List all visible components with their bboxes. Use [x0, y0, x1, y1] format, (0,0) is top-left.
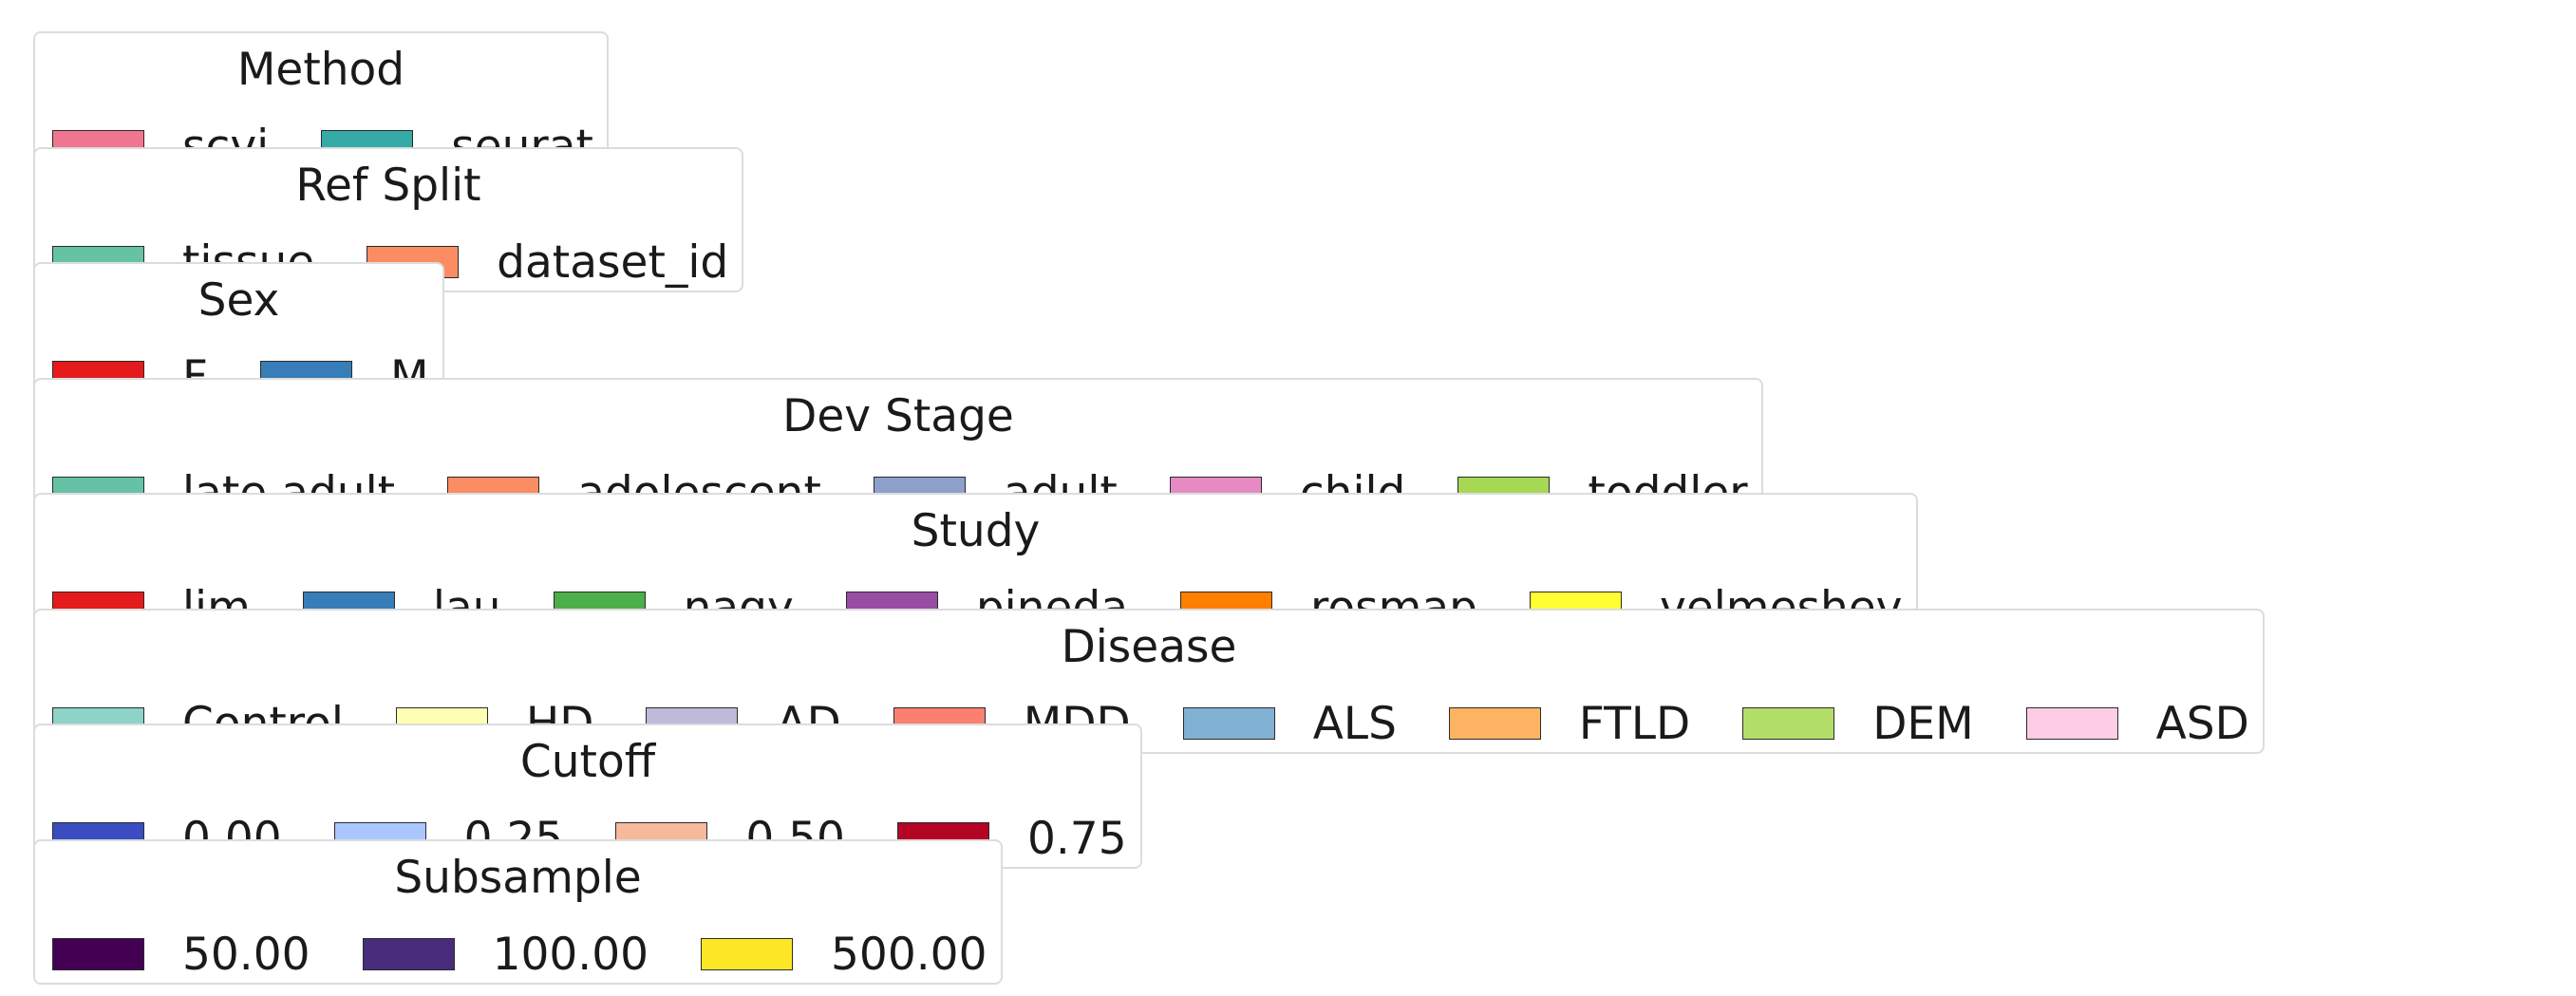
legend-entry-50-00: 50.00 — [52, 929, 310, 983]
legend-swatch — [362, 938, 455, 970]
legend-entry-dem: DEM — [1742, 698, 1974, 752]
legend-label: dataset_id — [497, 236, 729, 289]
legend-label: 50.00 — [182, 929, 310, 981]
legend-title: Disease — [1061, 621, 1237, 673]
legend-title: Subsample — [394, 852, 642, 904]
legend-swatch — [701, 938, 794, 970]
legend-swatch — [1742, 707, 1835, 740]
legend-entry-ftld: FTLD — [1448, 698, 1691, 752]
legend-subsample: Subsample 50.00 100.00 500.00 — [33, 839, 1003, 985]
legend-entries: 50.00 100.00 500.00 — [52, 929, 987, 983]
legend-entry-asd: ASD — [2025, 698, 2249, 752]
legend-title: Dev Stage — [782, 390, 1014, 442]
legend-label: 100.00 — [492, 929, 649, 981]
legend-title: Sex — [197, 274, 280, 327]
legend-label: 0.75 — [1026, 813, 1127, 865]
legend-swatch — [52, 938, 144, 970]
legend-label: ALS — [1312, 698, 1397, 750]
legend-entry-100-00: 100.00 — [362, 929, 649, 983]
legend-entry-dataset-id: dataset_id — [367, 236, 728, 291]
legend-label: DEM — [1872, 698, 1974, 750]
legend-label: 500.00 — [831, 929, 987, 981]
legend-label: FTLD — [1578, 698, 1691, 750]
legend-title: Study — [911, 505, 1041, 557]
legend-swatch — [1182, 707, 1275, 740]
legend-swatch — [2025, 707, 2118, 740]
legend-entry-als: ALS — [1182, 698, 1397, 752]
legend-swatch — [1448, 707, 1541, 740]
legend-title: Cutoff — [519, 736, 656, 788]
legend-entry-500-00: 500.00 — [701, 929, 987, 983]
legend-title: Ref Split — [295, 160, 481, 212]
legend-label: ASD — [2155, 698, 2249, 750]
legend-title: Method — [236, 44, 405, 96]
